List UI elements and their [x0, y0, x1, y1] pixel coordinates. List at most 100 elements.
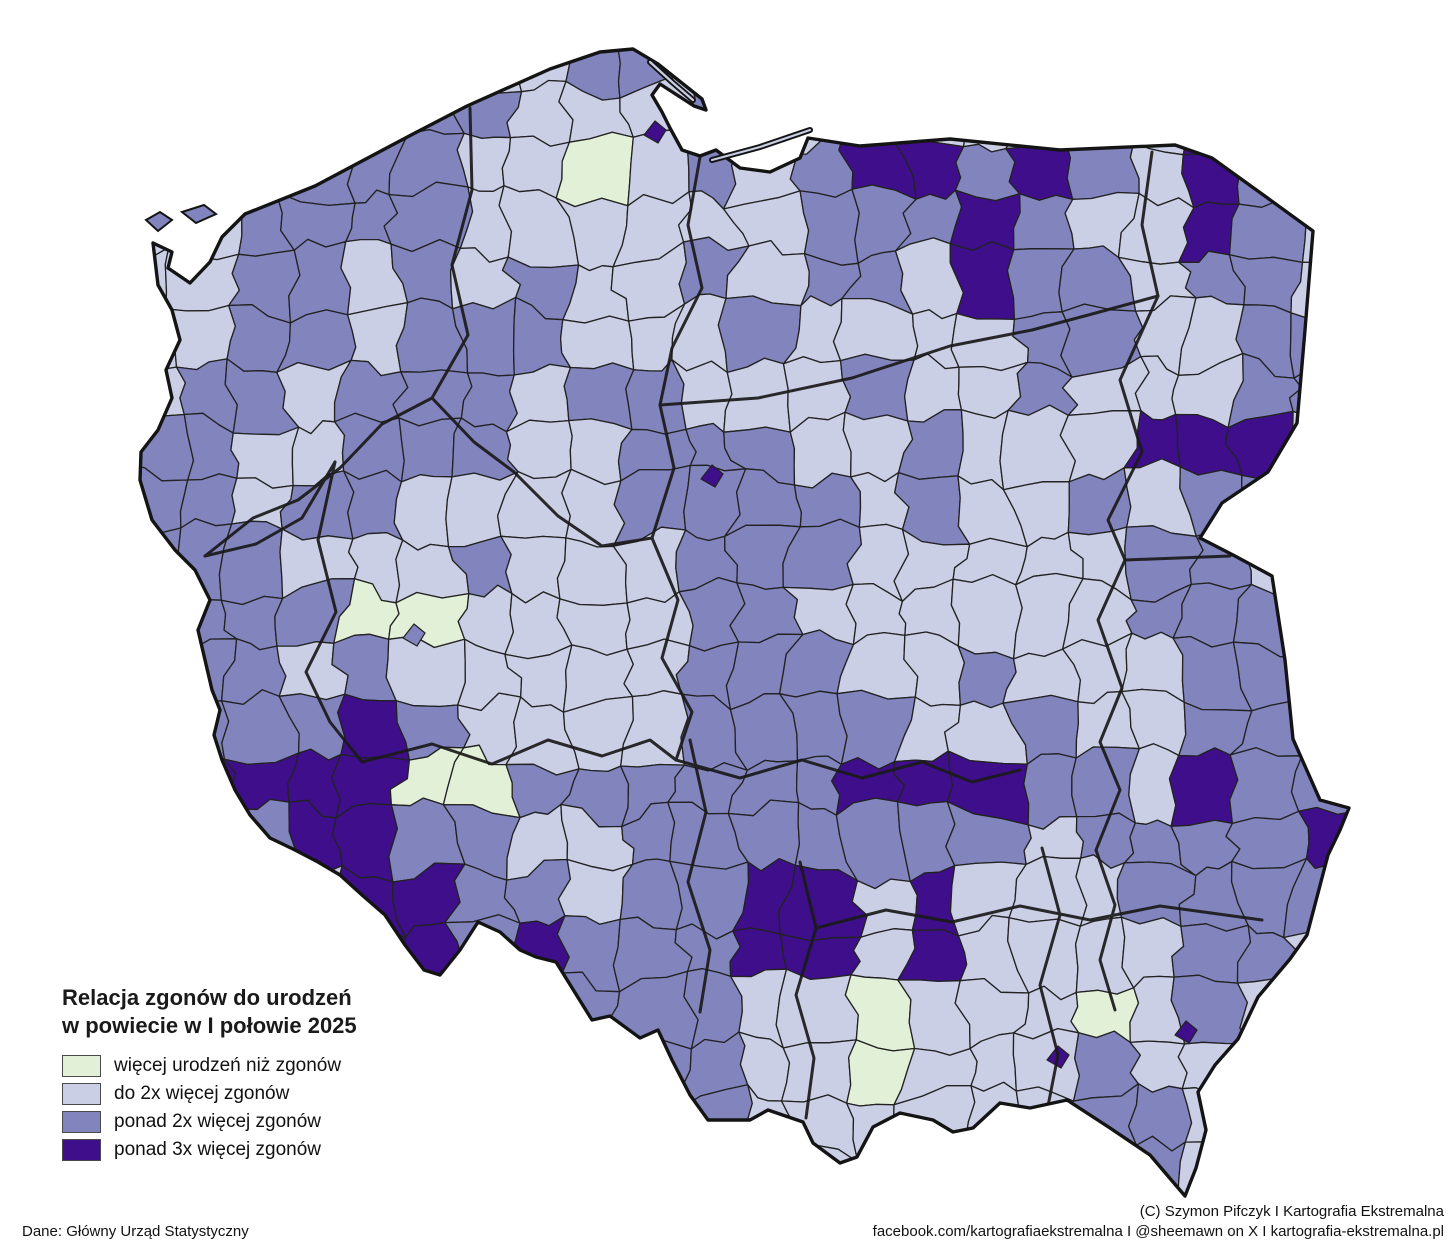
county-cell: [140, 413, 195, 482]
county-cell: [388, 49, 457, 95]
county-cell: [1412, 301, 1456, 370]
county-cell: [392, 969, 474, 1037]
county-cell: [140, 806, 189, 884]
legend-rows: więcej urodzeń niż zgonów do 2x więcej z…: [62, 1054, 357, 1161]
county-cell: [950, 574, 1023, 660]
county-cell: [392, 1198, 466, 1248]
legend-swatch-green: [62, 1054, 101, 1077]
county-cell: [947, 49, 1026, 94]
county-cell: [461, 972, 511, 1048]
county-cell: [671, 1139, 749, 1196]
county-cell: [283, 1192, 345, 1196]
county-cell: [1334, 531, 1349, 604]
county-cell: [140, 758, 183, 825]
county-cell: [949, 189, 1021, 251]
county-cell: [502, 1205, 575, 1248]
county-cell: [1401, 353, 1456, 423]
county-cell: [559, 1139, 632, 1196]
county-cell: [1399, 581, 1456, 650]
country-outline: [138, 47, 1351, 1198]
county-cell: [288, 238, 352, 324]
county-cell: [1229, 129, 1314, 208]
county-cell: [1341, 248, 1349, 316]
county-cell: [234, 49, 295, 98]
county-cell: [1396, 245, 1456, 309]
county-cell: [1294, 976, 1349, 1046]
county-cell: [1289, 304, 1343, 379]
county-cell: [453, 1198, 512, 1248]
county-cell: [1187, 49, 1240, 91]
legend-swatch-light: [62, 1082, 101, 1105]
county-cell: [1236, 976, 1307, 1045]
county-cell: [847, 49, 917, 102]
county-cell: [330, 1192, 397, 1196]
legend-label: więcej urodzeń niż zgonów: [114, 1054, 342, 1076]
county-cell: [687, 75, 746, 143]
county-cell: [718, 49, 788, 101]
county-cell: [949, 241, 1016, 321]
city-county-spot: [1174, 1020, 1198, 1044]
island: [179, 203, 218, 225]
county-cell: [1402, 972, 1456, 1041]
county-cell: [1227, 1085, 1311, 1158]
county-cell: [1287, 526, 1346, 602]
legend-swatch-medium: [62, 1110, 101, 1133]
county-cell: [394, 1025, 473, 1098]
county-cell: [1398, 636, 1456, 695]
county-cell: [1393, 136, 1456, 210]
county-cell: [1059, 1139, 1138, 1196]
hel-peninsula: [647, 59, 696, 103]
county-cell: [167, 857, 237, 936]
county-cell: [174, 807, 243, 884]
county-cell: [1399, 1026, 1456, 1105]
county-cell: [140, 863, 189, 932]
county-cell: [448, 1136, 520, 1196]
county-cell: [385, 635, 466, 708]
county-cell: [610, 1088, 691, 1149]
credits: (C) Szymon Pifczyk I Kartografia Ekstrem…: [873, 1202, 1444, 1243]
county-cell: [140, 127, 172, 197]
vistula-spit: [709, 127, 813, 163]
county-cell: [1337, 585, 1349, 641]
county-cell: [1348, 185, 1349, 257]
map-title-line1: Relacja zgonów do urodzeń: [62, 985, 352, 1010]
map-title-line2: w powiecie w I połowie 2025: [62, 1012, 357, 1038]
county-cell: [1227, 1025, 1318, 1096]
county-cell: [901, 1140, 972, 1196]
county-cell: [140, 74, 178, 145]
county-cell: [1299, 129, 1349, 201]
county-cell: [1401, 417, 1456, 492]
county-cell: [1182, 79, 1238, 156]
county-cell: [1055, 49, 1135, 95]
county-cell: [775, 968, 859, 1049]
county-cell: [452, 49, 523, 95]
voivodeship-borders: [203, 106, 1264, 1120]
data-source-note: Dane: Główny Urząd Statystyczny: [22, 1223, 249, 1240]
city-county-spot: [402, 623, 426, 647]
county-cell: [1229, 747, 1303, 825]
county-cell: [1408, 34, 1456, 90]
legend-label: ponad 3x więcej zgonów: [114, 1138, 322, 1160]
county-cell: [1012, 193, 1075, 251]
county-cell: [1168, 747, 1239, 827]
county-cell: [1339, 352, 1349, 425]
county-cell: [164, 49, 243, 97]
county-cell: [1343, 468, 1349, 543]
county-cell: [1290, 755, 1349, 816]
county-cell: [140, 917, 182, 989]
legend-item-over-2x-deaths: ponad 2x więcej zgonów: [62, 1110, 357, 1133]
county-cell: [1395, 1146, 1456, 1209]
county-cell: [461, 1034, 510, 1106]
county-cell: [1348, 629, 1349, 715]
credit-author: (C) Szymon Pifczyk I Kartografia Ekstrem…: [1139, 1202, 1444, 1220]
county-cell: [999, 404, 1077, 491]
county-cell: [179, 473, 238, 529]
map-title: Relacja zgonów do urodzeń w powiecie w I…: [62, 984, 357, 1039]
county-cell: [1015, 49, 1070, 95]
county-cell: [1177, 1141, 1244, 1196]
county-cell: [162, 182, 245, 261]
county-cell: [627, 129, 694, 207]
legend: Relacja zgonów do urodzeń w powiecie w I…: [62, 984, 357, 1167]
county-cell: [734, 1132, 794, 1196]
